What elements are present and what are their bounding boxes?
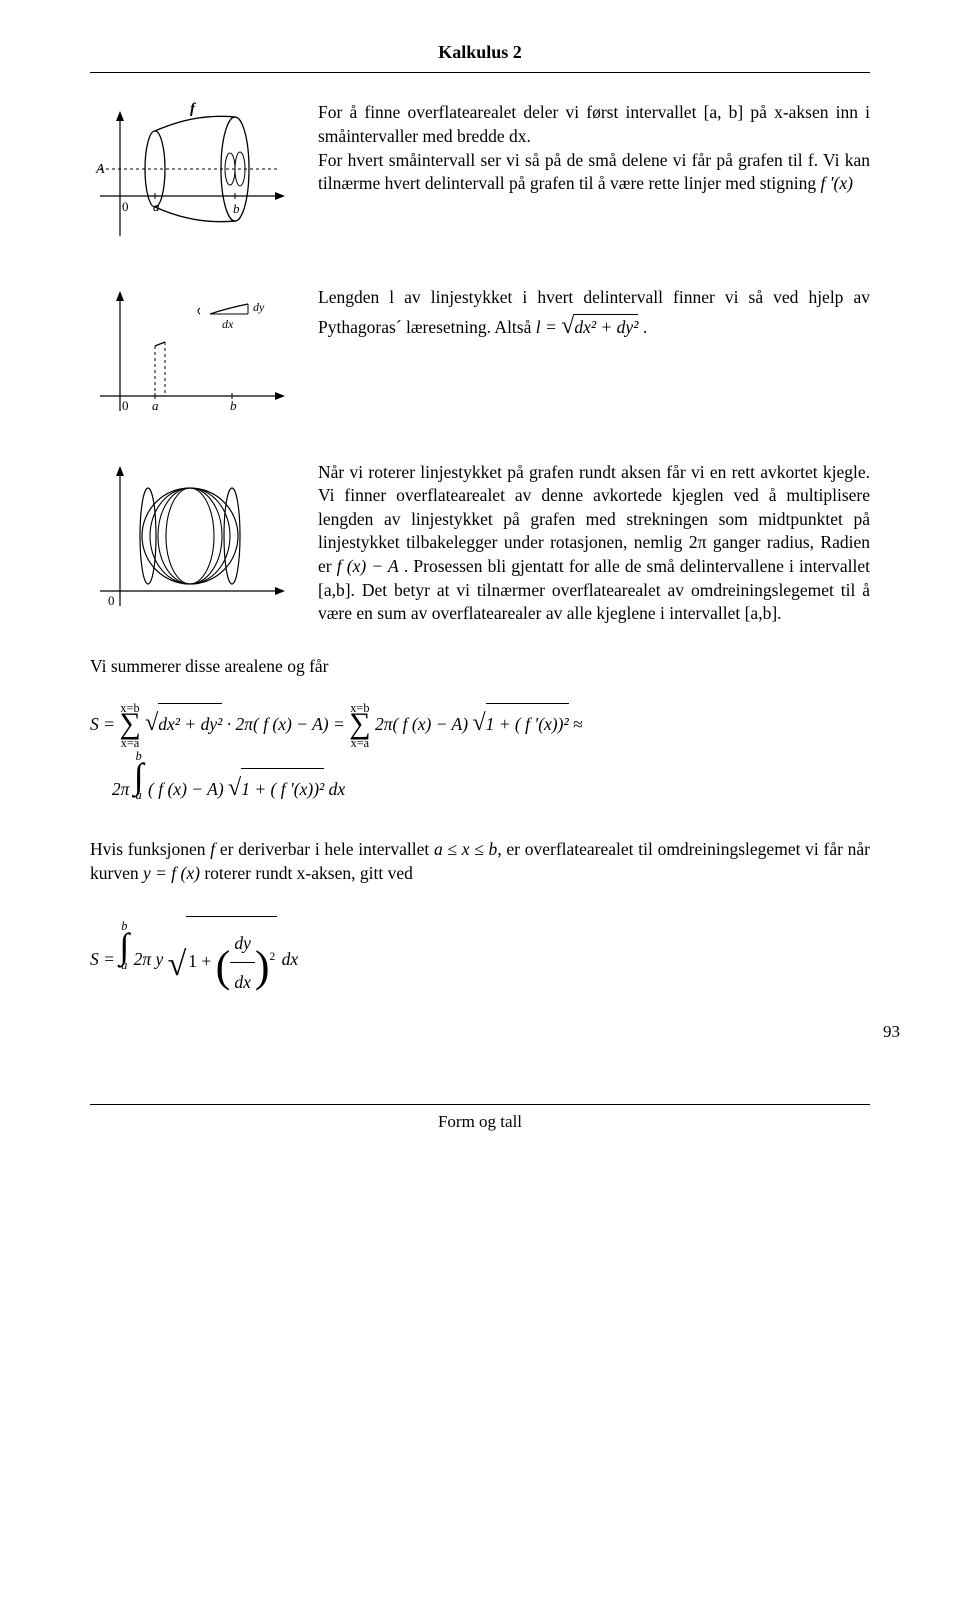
b2-sqrt: √dx² + dy²: [561, 310, 638, 342]
eq1-sqrt3: √1 + ( f ′(x))²: [228, 762, 324, 815]
eq1-dx: dx: [329, 779, 346, 799]
eq1-S: S =: [90, 714, 115, 734]
summerer-line: Vi summerer disse arealene og får: [90, 655, 870, 679]
svg-text:f: f: [190, 101, 197, 117]
block-2: dx dy 0 a b Lengden l av linjestykket i …: [90, 286, 870, 433]
figure-3-frustum: 0: [90, 461, 290, 628]
pf-pre: Hvis funksjonen: [90, 839, 210, 859]
block-3: 0 Når vi roterer linjestykket på grafen …: [90, 461, 870, 628]
eq2-one: 1 +: [188, 951, 211, 971]
eq2-dx: dx: [282, 949, 299, 969]
eq2-S: S =: [90, 949, 115, 969]
block1-text: For å finne overflatearealet deler vi fø…: [318, 101, 870, 196]
svg-text:A: A: [95, 162, 105, 177]
eq1-sqrt1: √dx² + dy²: [145, 697, 222, 750]
eq1-body: ( f (x) − A): [148, 779, 224, 799]
equation-sum: S = x=b ∑ x=a √dx² + dy² · 2π( f (x) − A…: [90, 697, 870, 815]
block2-text: Lengden l av linjestykket i hvert delint…: [318, 286, 870, 342]
page-header-title: Kalkulus 2: [90, 40, 870, 64]
svg-text:dy: dy: [253, 300, 265, 314]
eq2-sqrt: √ 1 + ( dy dx )2: [168, 916, 278, 1020]
block-1: A 0 a b f For å finne overflatearealet d…: [90, 101, 870, 258]
eq2-frac: dy dx: [230, 924, 255, 1002]
eq1-sqrt2: √1 + ( f ′(x))²: [472, 697, 568, 750]
svg-text:b: b: [233, 201, 240, 216]
para-final: Hvis funksjonen f er deriverbar i hele i…: [90, 838, 870, 885]
b1-p2: For hvert småintervall ser vi så på de s…: [318, 150, 818, 170]
pf-curve: y = f (x): [143, 863, 200, 883]
eq2-int: b ∫ a: [119, 920, 129, 971]
b2-lhs: l =: [536, 317, 561, 337]
figure-1-solid: A 0 a b f: [90, 101, 290, 258]
b1-p1: For å finne overflatearealet deler vi fø…: [318, 102, 870, 146]
pf-tail: roterer rundt x-aksen, gitt ved: [200, 863, 413, 883]
eq1-approx: ≈: [573, 714, 583, 734]
footer-label: Form og tall: [90, 1111, 870, 1134]
eq1-int: b ∫ a: [134, 750, 144, 801]
header-rule: [90, 72, 870, 73]
b3-t3: . Prosessen bli gjentatt for alle de små…: [318, 556, 870, 623]
eq1-mid1: · 2π( f (x) − A) =: [227, 714, 345, 734]
svg-text:0: 0: [108, 593, 115, 608]
b1-fx: f ′(x): [820, 173, 853, 193]
b2-suffix: .: [643, 317, 647, 337]
eq1-mid2: 2π( f (x) − A): [375, 714, 468, 734]
eq2-pre: 2π y: [134, 949, 164, 969]
pf-interval: a ≤ x ≤ b: [434, 839, 497, 859]
pf-mid1: er deriverbar i hele intervallet: [215, 839, 434, 859]
eq2-exp: 2: [270, 951, 276, 963]
footer-rule: [90, 1104, 870, 1105]
b2-rad: dx² + dy²: [574, 317, 638, 337]
eq1-2pi: 2π: [112, 779, 130, 799]
page-number: 93: [90, 1021, 900, 1044]
svg-text:dx: dx: [222, 317, 234, 331]
block3-text: Når vi roterer linjestykket på grafen ru…: [318, 461, 870, 626]
svg-text:0: 0: [122, 199, 129, 214]
figure-2-segment: dx dy 0 a b: [90, 286, 290, 433]
eq1-lim2: x=b ∑ x=a: [349, 702, 370, 749]
equation-final: S = b ∫ a 2π y √ 1 + ( dy dx )2 dx: [90, 916, 870, 1020]
svg-text:0: 0: [122, 398, 129, 413]
svg-text:b: b: [230, 398, 237, 413]
eq1-lim1: x=b ∑ x=a: [119, 702, 140, 749]
b3-t2: f (x) − A: [337, 556, 399, 576]
svg-text:a: a: [153, 199, 160, 214]
svg-text:a: a: [152, 398, 159, 413]
